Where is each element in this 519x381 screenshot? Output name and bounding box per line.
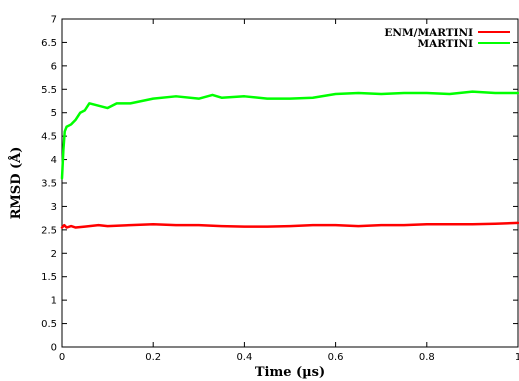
- x-tick-label: 0.4: [236, 352, 252, 363]
- series-line-enm-martini: [60, 221, 519, 229]
- x-tick-label: 0: [59, 352, 65, 363]
- y-axis-label: RMSD (Å): [8, 147, 24, 220]
- x-axis-label: Time (µs): [255, 365, 325, 380]
- y-tick-label: 0: [51, 343, 57, 354]
- y-tick-label: 6: [51, 61, 57, 72]
- y-tick-label: 0.5: [41, 319, 57, 330]
- legend-label-martini: MARTINI: [417, 38, 473, 50]
- y-tick-label: 1.5: [41, 272, 57, 283]
- y-tick-label: 5: [51, 108, 57, 119]
- legend: ENM/MARTINI MARTINI: [384, 27, 510, 50]
- y-tick-label: 3.5: [41, 179, 57, 190]
- x-tick-label: 0.6: [328, 352, 344, 363]
- x-tick-label: 0.8: [419, 352, 435, 363]
- y-tick-label: 3: [51, 202, 57, 213]
- y-tick-label: 2: [51, 249, 57, 260]
- y-tick-label: 7: [51, 15, 57, 26]
- series-layer: [60, 90, 519, 229]
- legend-label-enm-martini: ENM/MARTINI: [384, 27, 473, 39]
- y-tick-label: 6.5: [41, 38, 57, 49]
- x-axis-ticks: 0 0.2 0.4 0.6 0.8 1: [59, 19, 519, 363]
- y-tick-label: 4: [51, 155, 57, 166]
- y-tick-label: 1: [51, 296, 57, 307]
- x-tick-label: 0.2: [145, 352, 161, 363]
- y-tick-label: 4.5: [41, 132, 57, 143]
- y-axis-ticks: 0 0.5 1 1.5 2 2.5 3 3.5 4 4.5 5 5.5 6 6.5 7: [41, 15, 518, 354]
- x-tick-label: 1: [515, 352, 519, 363]
- y-tick-label: 5.5: [41, 85, 57, 96]
- y-tick-label: 2.5: [41, 225, 57, 236]
- series-line-martini: [60, 90, 519, 180]
- plot-frame: [61, 18, 519, 348]
